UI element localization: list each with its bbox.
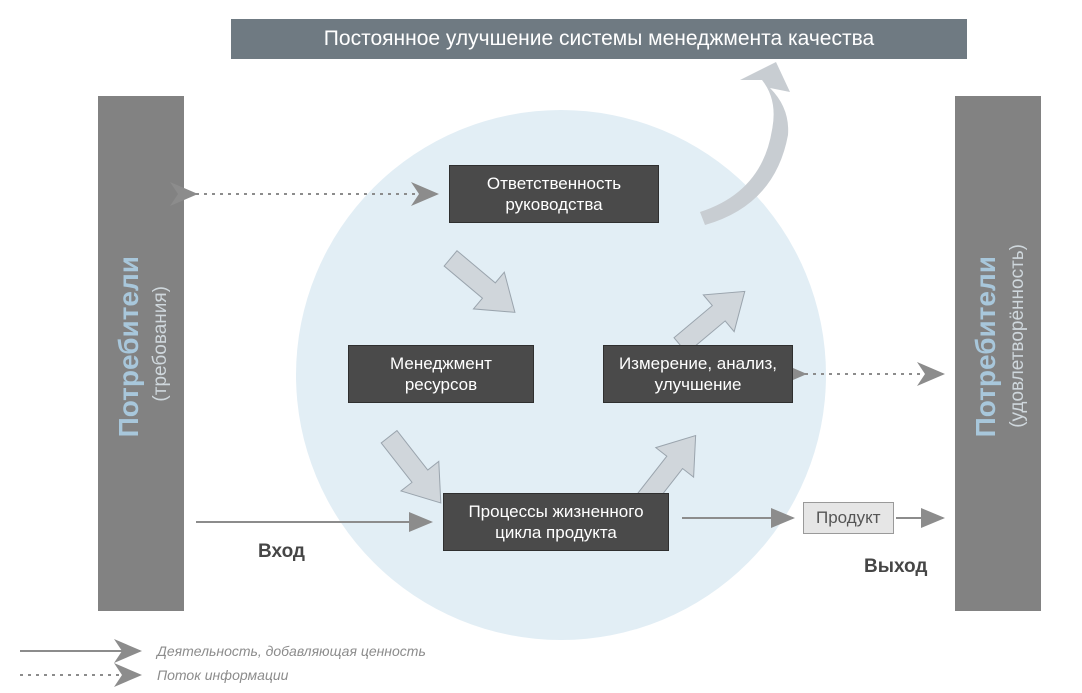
product-box: Продукт xyxy=(803,502,894,534)
left-consumer-bar: Потребители (требования) xyxy=(98,96,184,611)
legend-value-text: Деятельность, добавляющая ценность xyxy=(157,643,426,659)
legend-info-text: Поток информации xyxy=(157,667,288,683)
product-label: Продукт xyxy=(816,508,881,527)
output-label: Выход xyxy=(864,556,927,578)
node-lifecycle-label: Процессы жизненного цикла продукта xyxy=(452,501,660,544)
right-side-sub: (удовлетворённость) xyxy=(1007,244,1029,428)
node-responsibility-label: Ответственность руководства xyxy=(458,173,650,216)
node-responsibility: Ответственность руководства xyxy=(449,165,659,223)
node-resources-label: Менеджмент ресурсов xyxy=(357,353,525,396)
title-bar: Постоянное улучшение системы менеджмента… xyxy=(231,19,967,59)
right-side-main: Потребители xyxy=(970,256,1002,437)
node-measurement: Измерение, анализ, улучшение xyxy=(603,345,793,403)
left-side-sub: (требования) xyxy=(150,286,172,402)
node-lifecycle: Процессы жизненного цикла продукта xyxy=(443,493,669,551)
left-side-main: Потребители xyxy=(113,256,145,437)
node-measurement-label: Измерение, анализ, улучшение xyxy=(612,353,784,396)
node-resources: Менеджмент ресурсов xyxy=(348,345,534,403)
input-label: Вход xyxy=(258,541,305,563)
right-consumer-bar: Потребители (удовлетворённость) xyxy=(955,96,1041,611)
title-text: Постоянное улучшение системы менеджмента… xyxy=(324,27,874,50)
